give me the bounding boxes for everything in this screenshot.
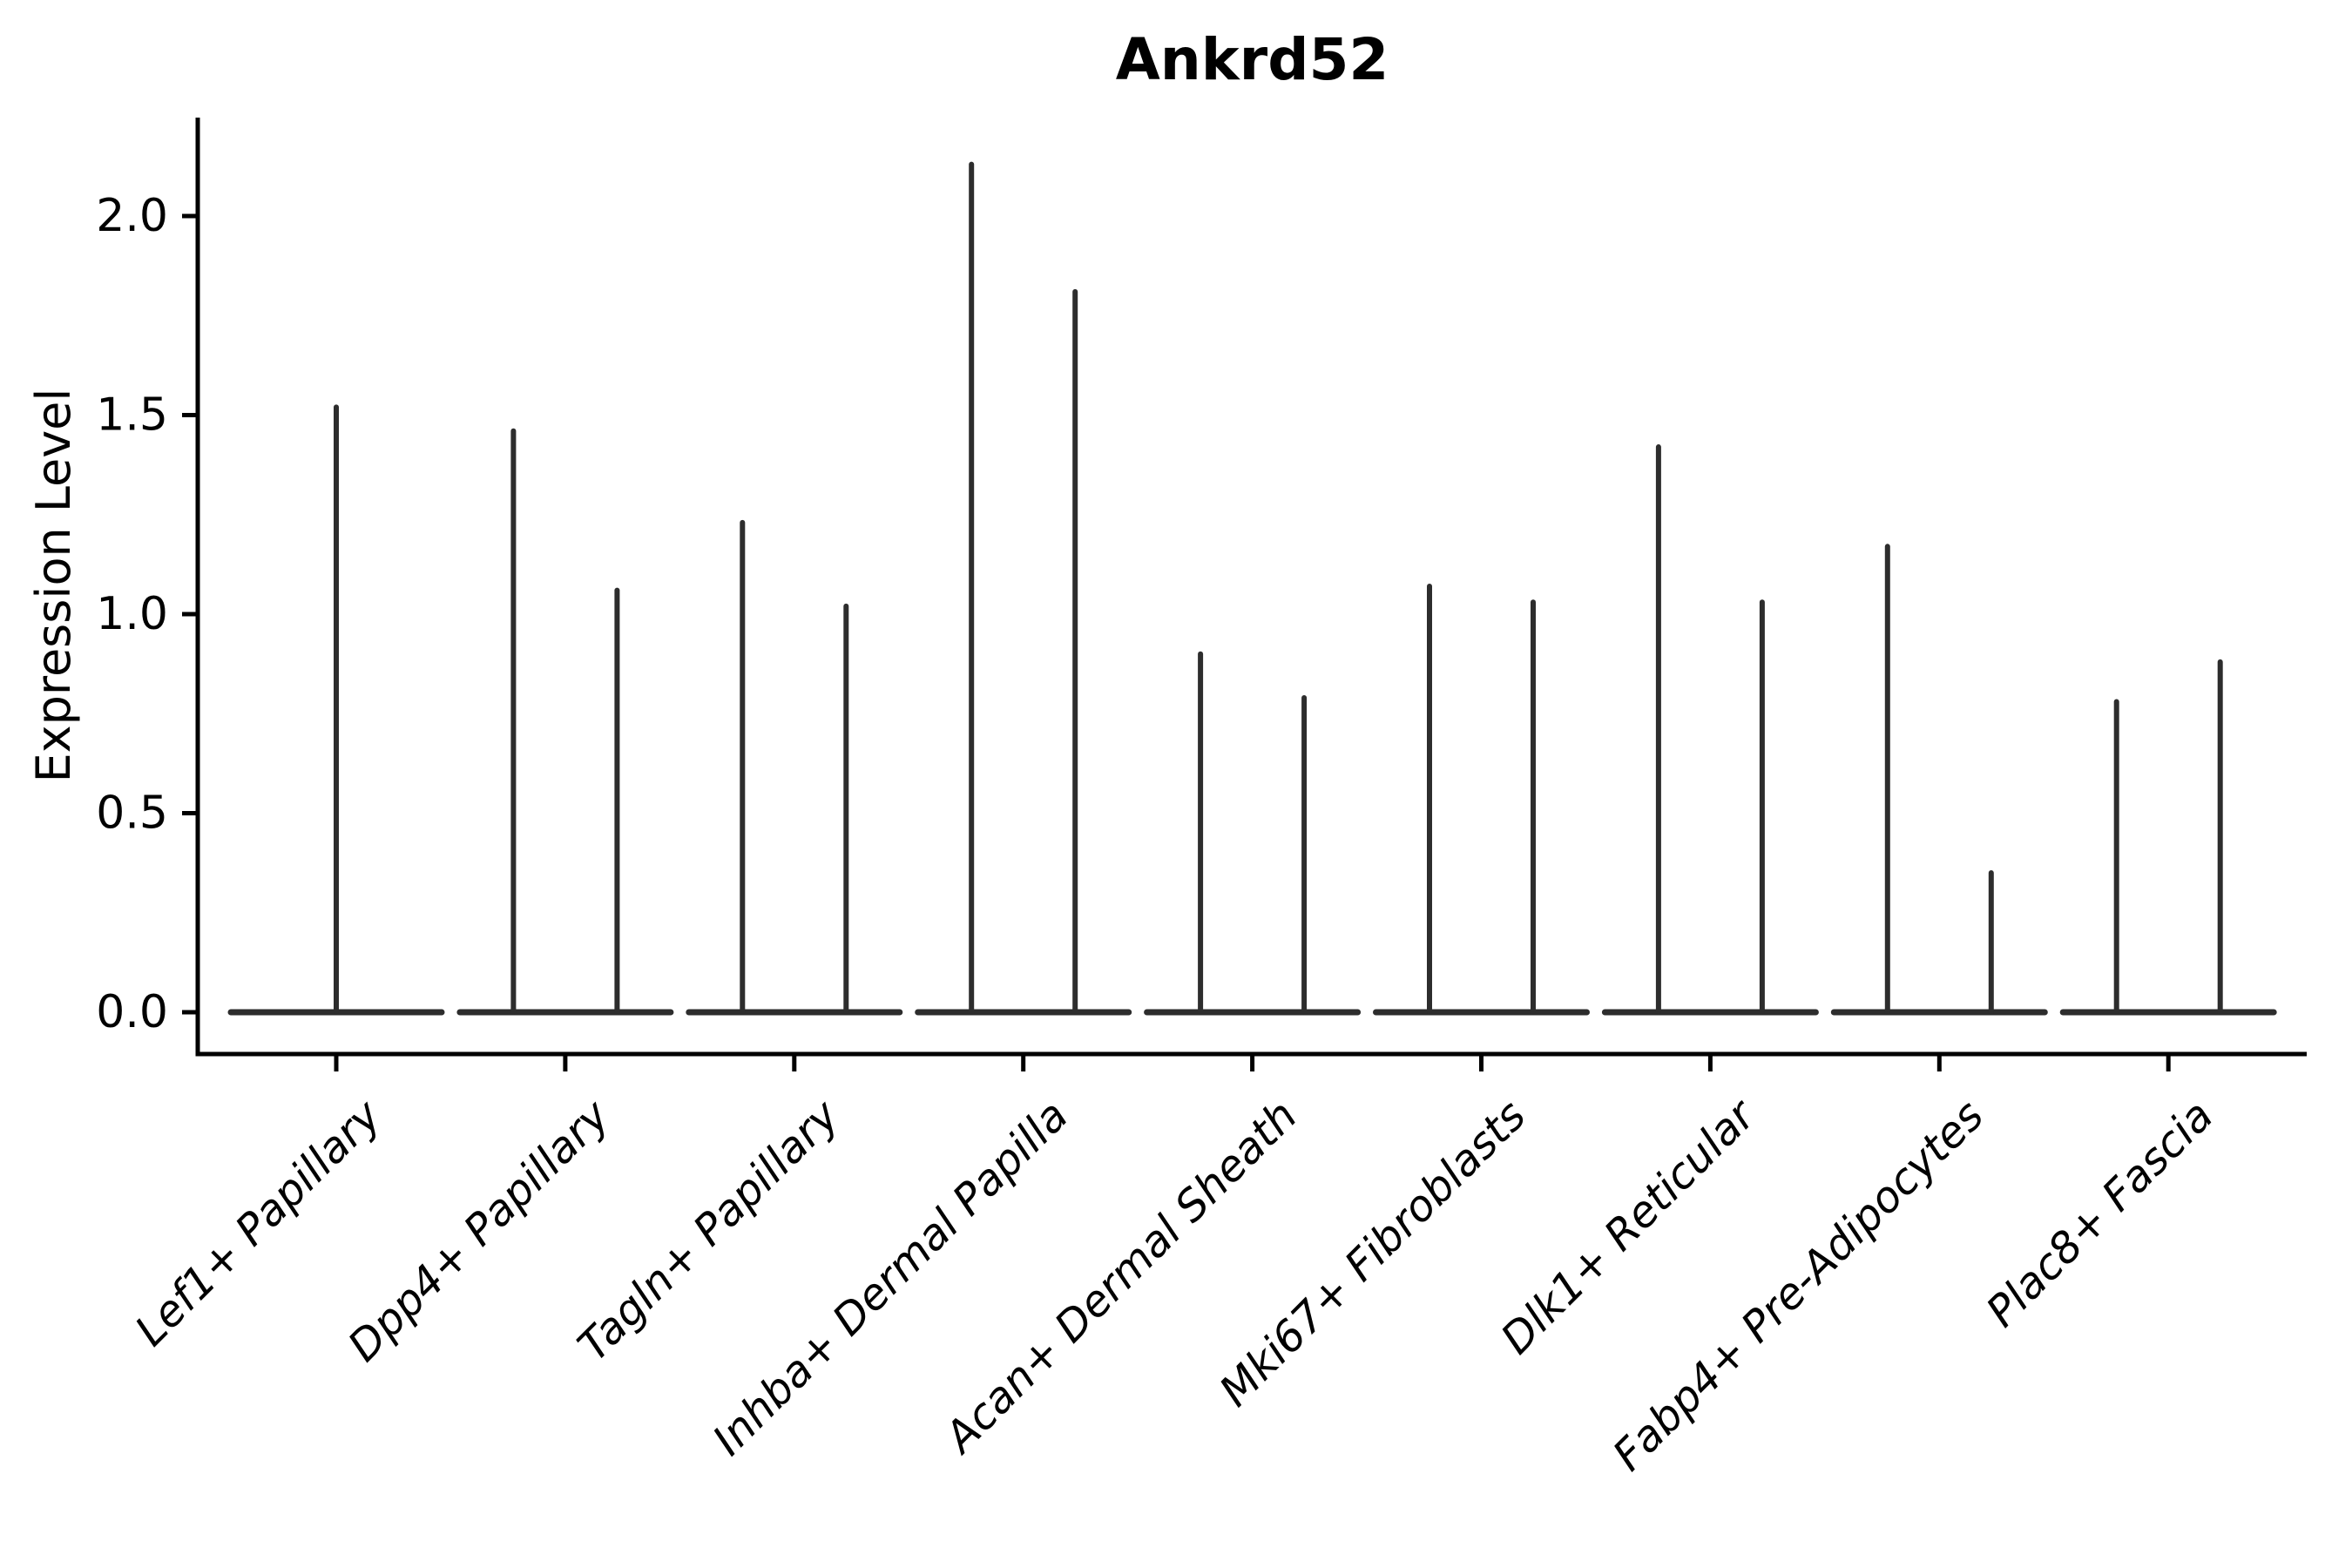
y-tick-label: 1.0	[96, 588, 168, 640]
y-tick-label: 1.5	[96, 389, 168, 442]
chart-title: Ankrd52	[1115, 26, 1389, 93]
y-tick-label: 0.0	[96, 986, 168, 1038]
y-tick-label: 2.0	[96, 190, 168, 242]
y-tick-label: 0.5	[96, 787, 168, 840]
